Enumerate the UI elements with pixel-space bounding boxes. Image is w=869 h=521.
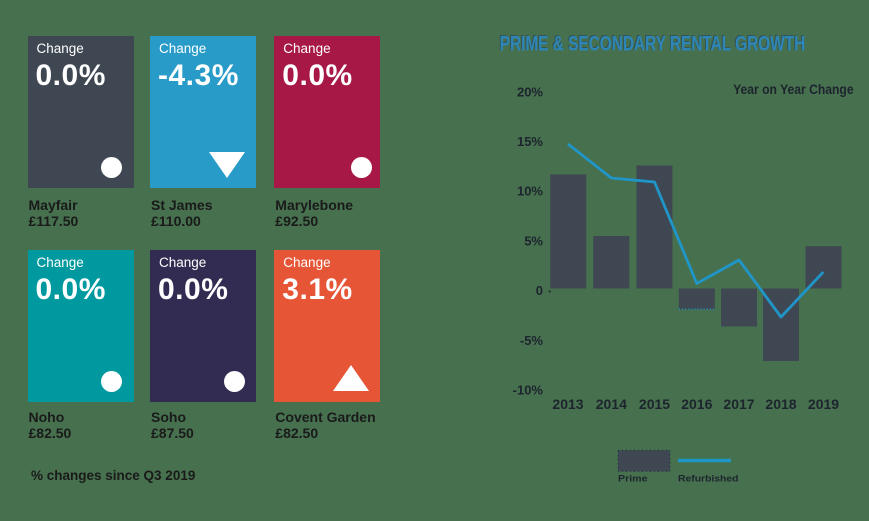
svg-text:15%: 15% xyxy=(517,134,543,149)
svg-text:-10%: -10% xyxy=(513,383,544,398)
svg-text:PRIME & SECONDARY RENTAL GROWT: PRIME & SECONDARY RENTAL GROWTH xyxy=(499,31,805,54)
svg-text:2016: 2016 xyxy=(681,396,712,412)
svg-text:2018: 2018 xyxy=(765,396,796,412)
svg-text:Year on Year Change: Year on Year Change xyxy=(733,82,854,97)
svg-text:0: 0 xyxy=(536,283,543,298)
svg-text:-5%: -5% xyxy=(520,333,544,348)
svg-text:5%: 5% xyxy=(524,233,543,248)
svg-text:Prime: Prime xyxy=(618,472,648,483)
svg-text:2013: 2013 xyxy=(552,396,583,412)
svg-text:2017: 2017 xyxy=(723,396,754,412)
svg-text:2014: 2014 xyxy=(596,396,627,412)
svg-text:Refurbished: Refurbished xyxy=(678,472,739,483)
svg-text:PRIME & SECONDARY RENTAL GROWT: PRIME & SECONDARY RENTAL GROWTH xyxy=(500,32,806,55)
svg-text:2015: 2015 xyxy=(639,396,670,412)
svg-text:10%: 10% xyxy=(517,184,543,199)
svg-text:2019: 2019 xyxy=(808,396,839,412)
svg-text:20%: 20% xyxy=(517,84,543,99)
